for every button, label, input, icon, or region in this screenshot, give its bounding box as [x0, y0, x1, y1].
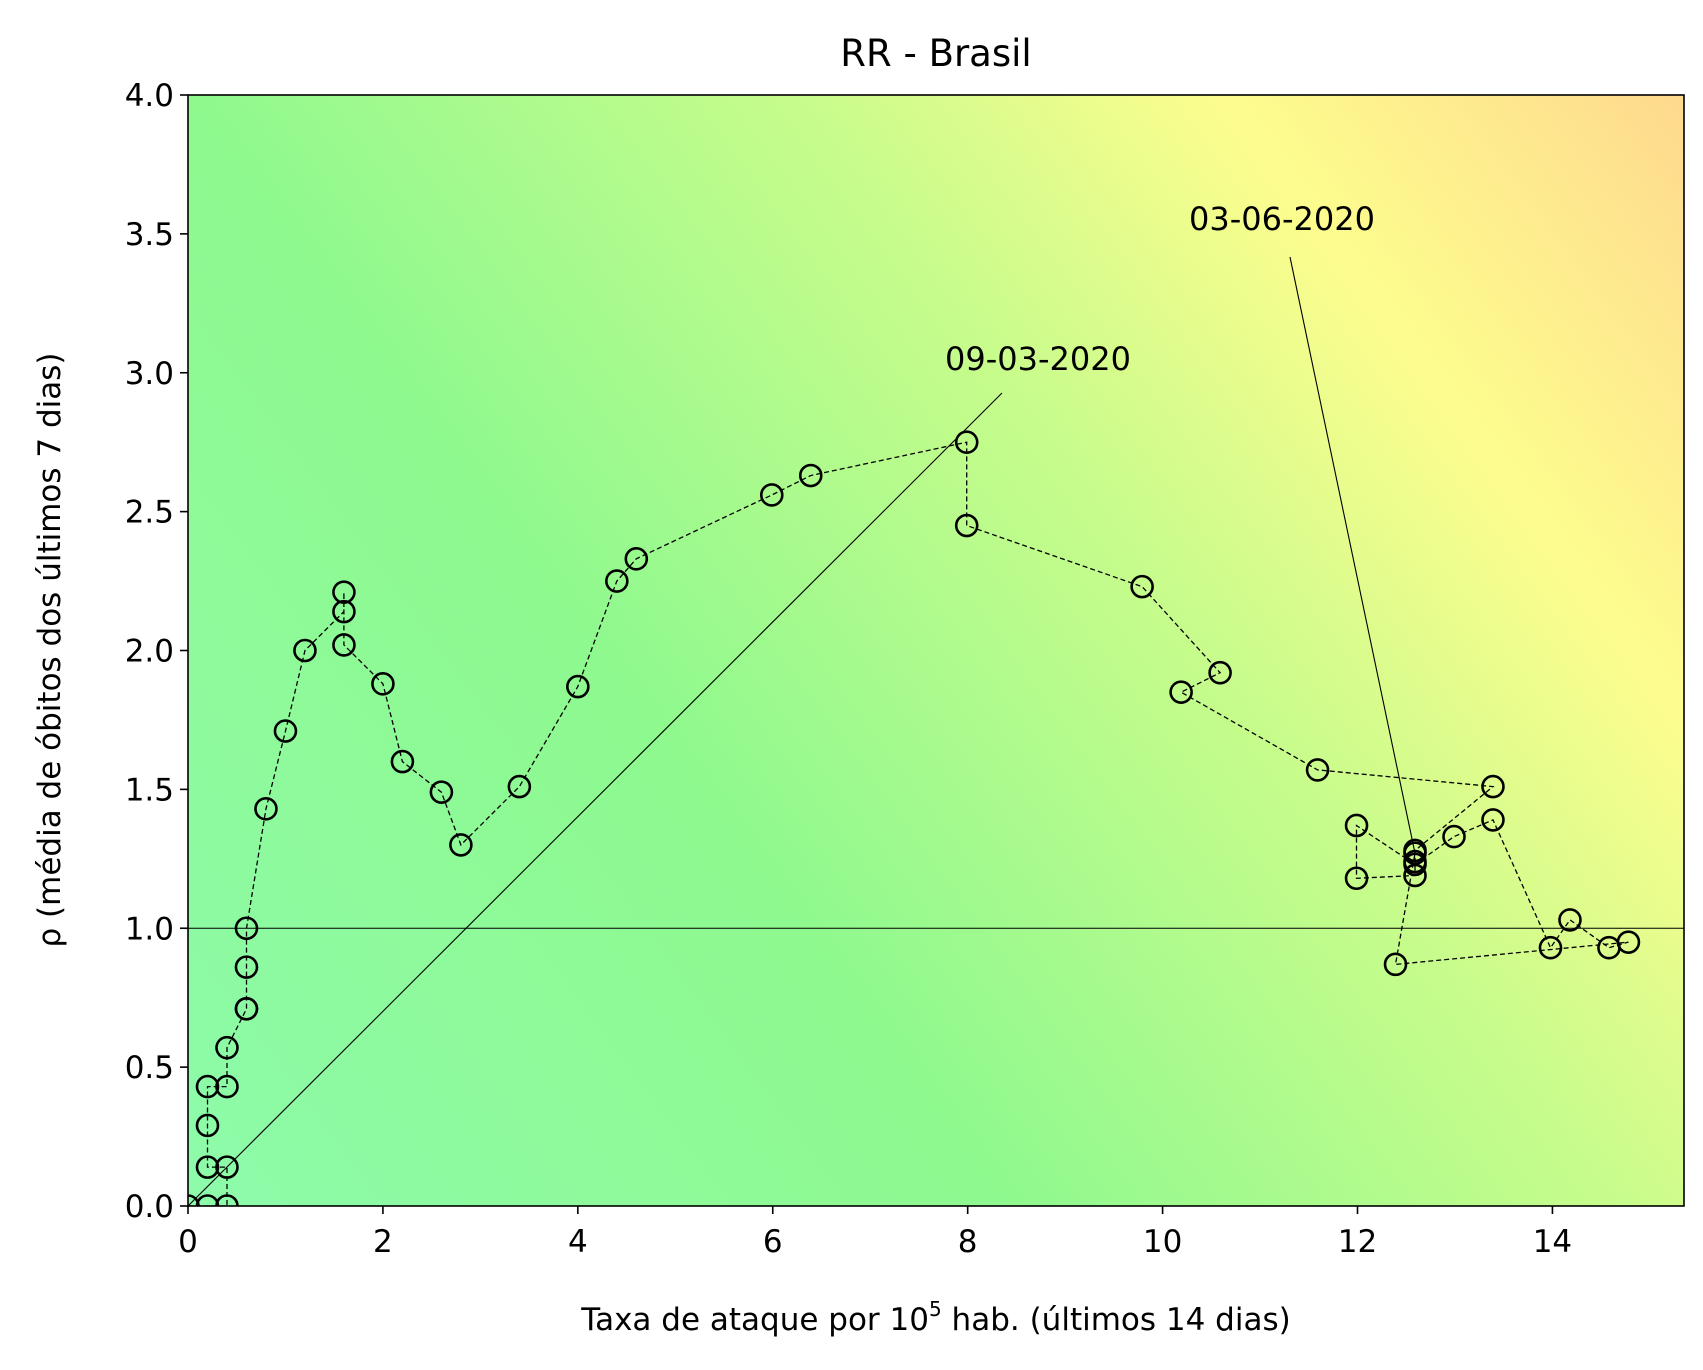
data-point — [759, 483, 784, 507]
annotation-label: 09-03-2020 — [945, 340, 1131, 378]
plot-area — [188, 256, 1684, 1206]
data-point — [449, 833, 473, 857]
data-point — [195, 1113, 220, 1138]
x-axis-label-suffix: hab. (últimos 14 dias) — [942, 1302, 1291, 1338]
data-point — [566, 674, 590, 699]
data-point — [332, 580, 356, 604]
data-point — [605, 569, 629, 593]
data-point — [1442, 824, 1466, 849]
data-point — [507, 774, 532, 799]
data-point — [215, 1074, 239, 1099]
x-axis-label-superscript: 5 — [929, 1297, 942, 1321]
data-point — [954, 513, 979, 538]
x-tick-label: 12 — [1338, 1224, 1377, 1260]
data-point — [1616, 930, 1641, 954]
data-point — [234, 916, 259, 941]
y-tick-label: 1.0 — [125, 911, 174, 947]
data-point — [1344, 813, 1369, 838]
data-point — [1538, 935, 1563, 960]
x-tick-label: 4 — [568, 1224, 588, 1260]
data-point — [1130, 574, 1154, 599]
data-point — [273, 719, 298, 743]
data-point — [798, 463, 823, 488]
data-point — [1208, 660, 1232, 685]
data-point — [1305, 758, 1330, 782]
data-point — [254, 797, 278, 821]
x-axis-label: Taxa de ataque por 105 hab. (últimos 14 … — [580, 1297, 1290, 1338]
data-point — [215, 1155, 239, 1179]
annotation-label: 03-06-2020 — [1189, 200, 1375, 238]
chart-title: RR - Brasil — [840, 32, 1031, 75]
data-point — [195, 1074, 220, 1099]
data-point — [1481, 808, 1505, 832]
y-tick-label: 0.5 — [125, 1050, 174, 1086]
data-point — [371, 672, 395, 696]
series-path — [188, 441, 1629, 1206]
x-axis-label-prefix: Taxa de ataque por 10 — [580, 1302, 929, 1338]
y-axis-label: ρ (média de óbitos dos últimos 7 dias) — [32, 353, 68, 948]
annotations: 09-03-2020 03-06-2020 — [945, 200, 1375, 378]
x-tick-label: 6 — [763, 1224, 783, 1260]
y-tick-label: 2.0 — [125, 634, 174, 670]
data-point — [234, 955, 259, 979]
data-point — [1403, 852, 1427, 877]
y-tick-label: 0.0 — [125, 1189, 174, 1225]
x-tick-label: 10 — [1143, 1224, 1182, 1260]
data-point — [1169, 680, 1193, 704]
plot-background — [188, 95, 1684, 1206]
data-point — [215, 1194, 239, 1206]
x-tick-label: 14 — [1533, 1224, 1572, 1260]
data-point — [195, 1194, 220, 1206]
data-point — [332, 633, 356, 657]
data-point — [1403, 841, 1427, 866]
y-tick-label: 3.0 — [125, 356, 174, 392]
x-tick-label: 2 — [373, 1224, 393, 1260]
axes: 0 2 4 6 8 10 12 14 0.0 0.5 1.0 1.5 2.0 2.5 3.0 3.5 4.0 — [125, 78, 1572, 1260]
data-point — [1383, 952, 1408, 977]
data-point — [215, 1035, 239, 1060]
data-point — [195, 1155, 220, 1179]
annotation-line — [1289, 256, 1416, 854]
data-point — [234, 996, 259, 1021]
annotation-line — [188, 392, 1003, 1206]
data-point — [390, 749, 415, 774]
data-point — [293, 638, 317, 663]
data-point — [954, 430, 979, 454]
y-tick-label: 2.5 — [125, 495, 174, 531]
y-tick-label: 4.0 — [125, 78, 174, 114]
data-point — [1344, 866, 1369, 891]
x-tick-label: 0 — [178, 1224, 198, 1260]
data-point — [332, 599, 356, 624]
data-point — [624, 547, 649, 571]
x-tick-label: 8 — [958, 1224, 978, 1260]
data-point — [1481, 774, 1505, 799]
data-point — [1558, 908, 1582, 932]
y-tick-label: 3.5 — [125, 217, 174, 253]
y-tick-label: 1.5 — [125, 772, 174, 808]
data-point — [429, 780, 454, 804]
